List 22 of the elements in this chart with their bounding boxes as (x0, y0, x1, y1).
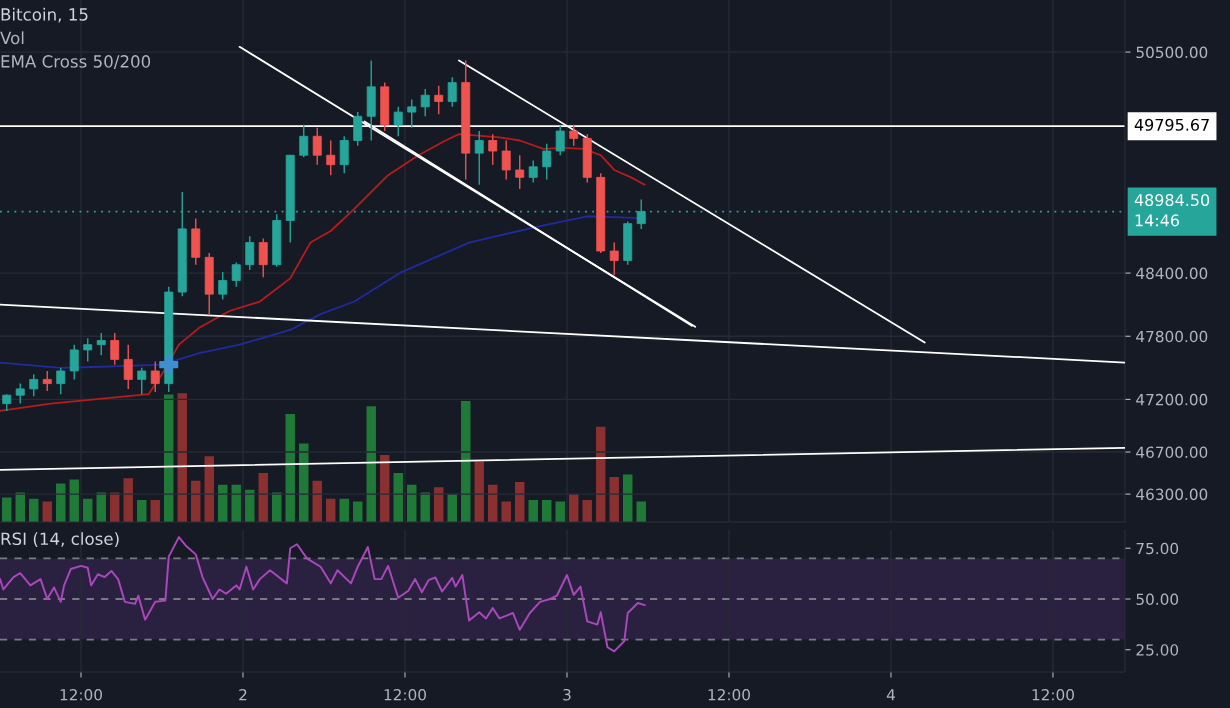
y-tick-label: 50.00 (1136, 593, 1179, 606)
x-tick-label: 4 (886, 689, 895, 701)
y-tick-label: 50500.00 (1136, 46, 1208, 59)
ref-line-label: 48984.50 14:46 (1134, 193, 1210, 227)
x-tick-label: 12:00 (384, 688, 426, 701)
y-tick-label: 47800.00 (1136, 330, 1208, 343)
annotation: Vol (0, 31, 24, 45)
ref-line-label: 49795.67 (1134, 118, 1209, 131)
y-tick-label: 48400.00 (1136, 267, 1208, 280)
y-tick-label: 75.00 (1136, 542, 1179, 555)
chart-title: Bitcoin, 15 (1, 7, 88, 23)
x-tick-label: 12:00 (708, 688, 750, 701)
x-tick-label: 12:00 (60, 688, 102, 701)
x-tick-label: 2 (239, 688, 247, 701)
annotation: EMA Cross 50/200 (1, 55, 151, 70)
y-tick-label: 46700.00 (1136, 446, 1208, 459)
y-tick-label: 25.00 (1136, 644, 1179, 656)
x-tick-label: 3 (563, 688, 571, 701)
x-tick-label: 12:00 (1032, 688, 1074, 701)
y-tick-label: 46300.00 (1136, 488, 1208, 501)
chart-title: RSI (14, close) (1, 532, 119, 547)
y-tick-label: 47200.00 (1136, 393, 1208, 406)
